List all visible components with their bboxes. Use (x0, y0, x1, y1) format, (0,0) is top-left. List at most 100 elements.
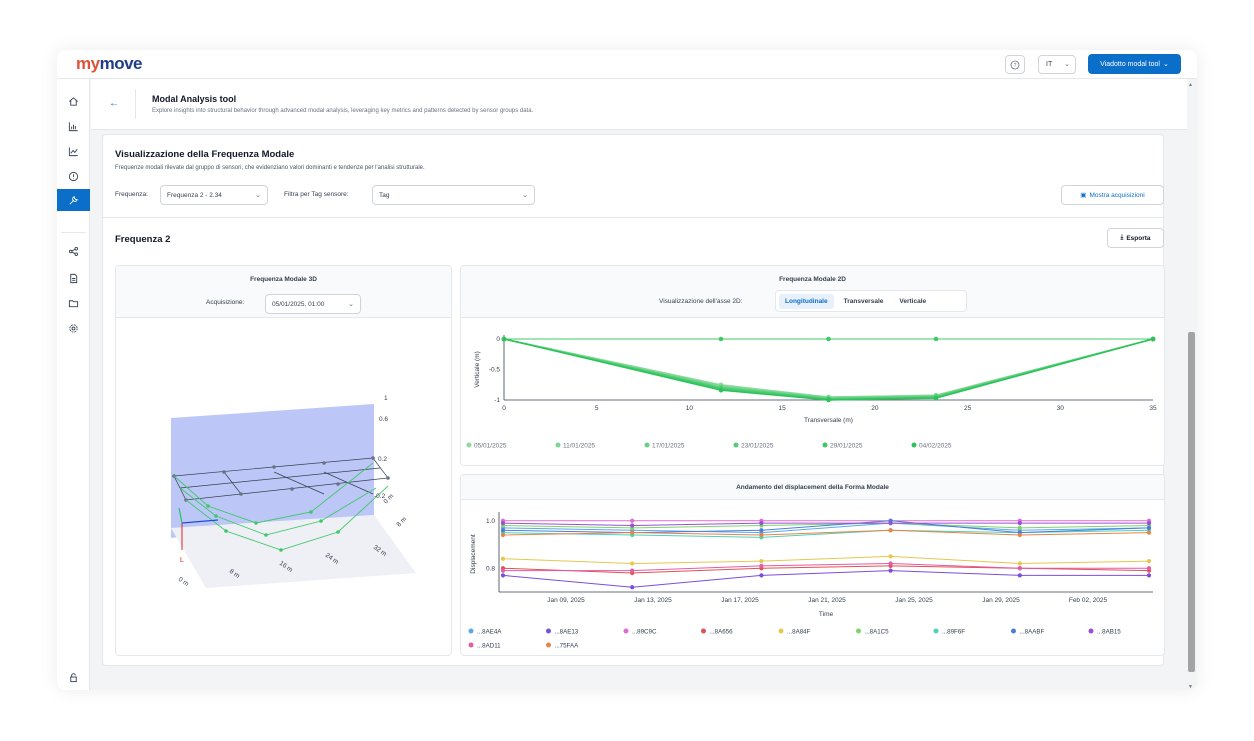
tab-verticale[interactable]: Verticale (899, 297, 927, 305)
legend-marker (555, 442, 561, 448)
acquisition-select[interactable]: 05/01/2025, 01:00 ⌄ (265, 294, 361, 314)
legend-marker (623, 628, 629, 634)
sidebar-item-lock[interactable] (57, 666, 90, 688)
legend-label: ...8AABF (1020, 629, 1045, 636)
series-point (500, 573, 506, 578)
legend-label: ...89F6F (942, 629, 965, 636)
home-icon (69, 96, 78, 106)
sidebar-item-bar-chart[interactable] (57, 115, 90, 137)
chevron-down-icon: ⌄ (1064, 61, 1070, 68)
modal-frequency-section: Visualizzazione della Frequenza Modale F… (102, 134, 1165, 666)
legend-label: 29/01/2025 (830, 443, 863, 450)
back-arrow-icon[interactable]: ← (109, 98, 119, 109)
chevron-down-icon: ⌄ (348, 301, 354, 308)
viadotto-tool-button[interactable]: Viadotto modal tool ⌄ (1088, 54, 1181, 74)
mode-shape-node (224, 529, 228, 533)
x-tick-label: 0 (502, 405, 506, 412)
deck-girder (273, 471, 325, 495)
mode-shape-node (319, 519, 323, 523)
x-tick-label: 5 (595, 405, 599, 412)
legend-marker (856, 628, 861, 634)
displacement-title: Andamento del displacement della Forma M… (736, 484, 889, 491)
mode-shape-node (254, 521, 258, 525)
x-tick-label: Jan 17, 2025 (721, 597, 759, 604)
sidebar-item-settings[interactable] (57, 317, 90, 339)
legend-label: ...8A656 (710, 629, 734, 636)
legend-label: ...75FAA (555, 643, 580, 650)
series-point (1017, 561, 1022, 566)
folder-icon (68, 299, 79, 307)
sidebar-item-share[interactable] (57, 240, 90, 262)
app-logo[interactable]: mymove (76, 54, 143, 73)
series-point (759, 573, 764, 578)
mode-shape-node (214, 514, 218, 518)
line-chart-icon (68, 146, 78, 156)
tab-longitudinale[interactable]: Longitudinale (779, 293, 834, 309)
deck-node (322, 461, 326, 465)
deck-node (239, 492, 243, 496)
sidebar-item-home[interactable] (57, 90, 90, 112)
legend-label: ...8AE4A (477, 629, 502, 636)
series-point (826, 397, 831, 403)
show-acquisitions-button[interactable]: ▣ Mostra acquisizioni (1061, 185, 1164, 205)
x-tick-label: 35 (1149, 405, 1157, 412)
scroll-down-icon[interactable]: ▼ (1188, 684, 1193, 690)
axis-view-tabs: Longitudinale Transversale Verticale (775, 290, 967, 312)
legend-label: ...8AB15 (1097, 629, 1121, 636)
question-circle-icon: ? (1010, 60, 1020, 69)
x-tick-label: Feb 02, 2025 (1069, 597, 1108, 604)
export-button[interactable]: ⤓ Esporta (1107, 228, 1164, 248)
series-line (502, 565, 1150, 574)
deck-girder (323, 471, 374, 495)
share-icon (69, 246, 78, 256)
show-acquisitions-label: Mostra acquisizioni (1089, 191, 1145, 199)
scrollbar-thumb[interactable] (1188, 332, 1195, 672)
legend-marker (644, 442, 650, 448)
tab-transversale[interactable]: Transversale (843, 297, 884, 305)
sidebar-item-document[interactable] (57, 267, 90, 289)
sidebar-item-folder[interactable] (57, 292, 90, 314)
acquisition-value: 05/01/2025, 01:00 (272, 301, 325, 308)
deck-node (272, 465, 276, 469)
language-value: IT (1046, 61, 1053, 68)
legend-label: 11/01/2025 (563, 443, 595, 450)
section-subtitle: Frequenze modali rilevate dal gruppo di … (115, 165, 425, 171)
x-tick-label: Jan 25, 2025 (895, 597, 933, 604)
x-tick-label: 15 (779, 405, 787, 412)
frequency-select[interactable]: Frequenza 2 - 2.34 ⌄ (160, 185, 268, 205)
acquisition-label: Acquisizione: (206, 299, 245, 306)
scroll-up-icon[interactable]: ▲ (1188, 82, 1193, 88)
modal-3d-plot[interactable]: L10.60.2-0.20 m8 m 16 m24 m32 m0 m8 m (116, 318, 451, 655)
sidebar-item-info[interactable] (57, 165, 90, 187)
y-tick-label: -0.5 (489, 367, 501, 374)
x-tick-label: Jan 21, 2025 (808, 597, 846, 604)
x-axis-label: Time (819, 611, 834, 618)
legend-label: 04/02/2025 (919, 443, 952, 450)
displacement-chart[interactable]: 1.0 0.8 Jan 09, 2025 Jan 13, 2025 Jan 17, 20… (461, 500, 1164, 655)
legend-marker (546, 642, 551, 648)
chevron-down-icon: ⌄ (255, 192, 261, 199)
series-point (1146, 521, 1152, 526)
x-tick-label: Jan 13, 2025 (634, 597, 672, 604)
y-tick-label: 0.8 (486, 565, 495, 572)
legend-label: ...8A1C5 (865, 629, 890, 636)
modal-2d-chart[interactable]: 0 5 10 15 20 25 30 35 0 -0.5 -1 Transversale (m) Ver… (461, 318, 1164, 465)
sidebar-divider (61, 232, 86, 233)
help-button[interactable]: ? (1005, 55, 1025, 74)
top-bar: mymove ? IT ⌄ Viadotto modal tool ⌄ (57, 50, 1197, 79)
series-line (503, 338, 1154, 400)
series-point (630, 561, 635, 566)
series-line (503, 338, 1154, 398)
deck-node (290, 487, 294, 491)
legend-marker (466, 442, 472, 448)
y-axis-label: Verticale (m) (474, 351, 481, 387)
series-point (1150, 336, 1156, 342)
sidebar-item-line-chart[interactable] (57, 140, 90, 162)
tag-filter-select[interactable]: Tag ⌄ (372, 185, 535, 205)
download-icon: ⤓ (1120, 234, 1124, 241)
sidebar-item-modal-tool[interactable] (57, 189, 90, 211)
displacement-card: Andamento del displacement della Forma M… (460, 474, 1165, 656)
language-select[interactable]: IT ⌄ (1038, 55, 1076, 74)
modal-2d-title: Frequenza Modale 2D (779, 276, 846, 283)
series-point (888, 528, 893, 533)
